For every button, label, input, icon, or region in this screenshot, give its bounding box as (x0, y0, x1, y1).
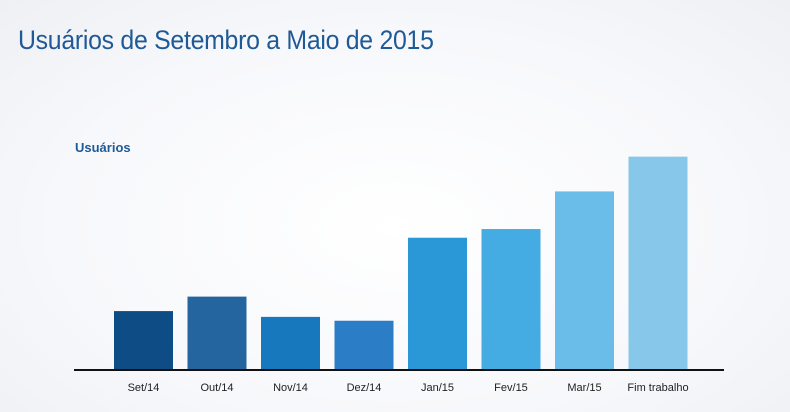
x-tick-label: Set/14 (128, 382, 160, 394)
bar-fev-15 (481, 229, 541, 369)
y-axis-label: Usuários (75, 140, 131, 155)
bar-jan-15 (408, 237, 467, 369)
bar-set-14 (114, 311, 173, 369)
bar-out-14 (187, 296, 247, 369)
bar-nov-14 (261, 316, 320, 369)
x-tick-label: Fev/15 (494, 382, 528, 394)
x-tick-label: Mar/15 (567, 382, 601, 394)
x-tick-label: Nov/14 (273, 382, 308, 394)
bar-dez-14 (334, 320, 394, 369)
bar-fim-trabalho (628, 156, 688, 369)
x-tick-label: Jan/15 (421, 382, 454, 394)
x-tick-label: Out/14 (200, 382, 233, 394)
page-title: Usuários de Setembro a Maio de 2015 (18, 25, 434, 55)
bar-mar-15 (555, 191, 614, 369)
x-tick-label: Fim trabalho (627, 382, 688, 394)
x-tick-label: Dez/14 (347, 382, 382, 394)
